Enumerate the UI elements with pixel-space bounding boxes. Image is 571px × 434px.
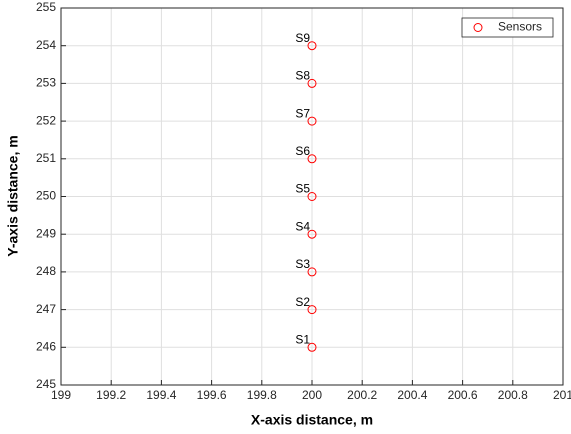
sensor-point xyxy=(307,154,317,164)
sensor-point xyxy=(307,78,317,88)
y-tick-label: 254 xyxy=(36,38,56,52)
x-tick-label: 200.6 xyxy=(448,388,478,402)
y-tick-label: 246 xyxy=(36,339,56,353)
x-tick-label: 200.2 xyxy=(347,388,377,402)
y-tick-label: 253 xyxy=(36,76,56,90)
point-label: S4 xyxy=(295,219,310,233)
y-axis-title: Y-axis distance, m xyxy=(5,135,21,256)
x-tick-label: 200 xyxy=(302,388,322,402)
sensor-point xyxy=(307,267,317,277)
point-label: S2 xyxy=(295,295,310,309)
sensor-point xyxy=(307,116,317,126)
legend-label: Sensors xyxy=(498,20,542,34)
y-tick-label: 255 xyxy=(36,0,56,14)
x-tick-label: 199.2 xyxy=(96,388,126,402)
sensor-point xyxy=(307,229,317,239)
x-tick-label: 199.4 xyxy=(146,388,176,402)
sensor-point xyxy=(307,41,317,51)
sensor-point xyxy=(307,342,317,352)
x-tick-label: 199 xyxy=(51,388,71,402)
point-label: S6 xyxy=(295,144,310,158)
x-tick-label: 201 xyxy=(553,388,571,402)
y-tick-label: 250 xyxy=(36,189,56,203)
y-tick-label: 252 xyxy=(36,113,56,127)
axes-box xyxy=(60,7,564,386)
x-tick-label: 200.8 xyxy=(498,388,528,402)
legend-marker xyxy=(473,23,483,32)
x-tick-label: 200.4 xyxy=(397,388,427,402)
y-tick-label: 247 xyxy=(36,302,56,316)
legend-box xyxy=(461,17,554,38)
point-label: S3 xyxy=(295,257,310,271)
sensor-point xyxy=(307,192,317,201)
x-axis-title: X-axis distance, m xyxy=(251,412,373,428)
y-tick-label: 248 xyxy=(36,264,56,278)
x-tick-label: 199.6 xyxy=(197,388,227,402)
sensor-point xyxy=(307,305,317,315)
y-tick-label: 249 xyxy=(36,226,56,240)
y-tick-label: 251 xyxy=(36,151,56,165)
point-label: S5 xyxy=(295,182,310,196)
x-tick-label: 199.8 xyxy=(247,388,277,402)
point-label: S7 xyxy=(295,106,310,120)
point-label: S8 xyxy=(295,69,310,83)
y-tick-label: 245 xyxy=(36,377,56,391)
point-label: S9 xyxy=(295,31,310,45)
point-label: S1 xyxy=(295,332,310,346)
